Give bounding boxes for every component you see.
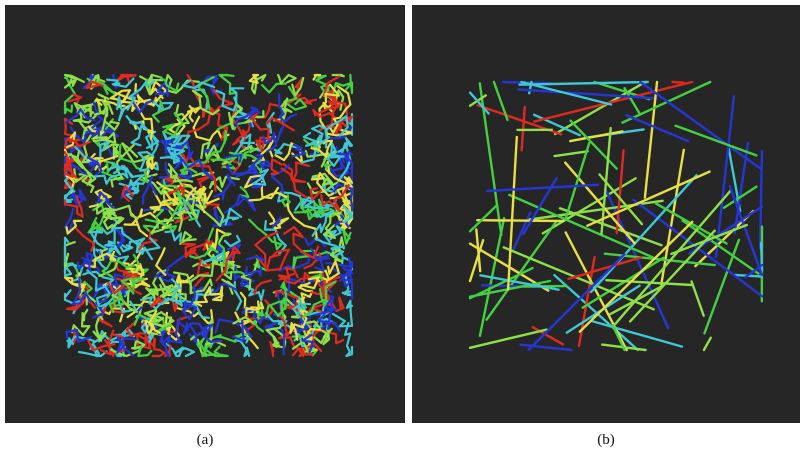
panel-b-background	[412, 5, 800, 423]
figure: (a) (b)	[0, 0, 803, 457]
rod	[477, 220, 563, 221]
caption-b: (b)	[597, 432, 615, 448]
rod	[673, 82, 684, 83]
caption-a: (a)	[197, 432, 214, 448]
